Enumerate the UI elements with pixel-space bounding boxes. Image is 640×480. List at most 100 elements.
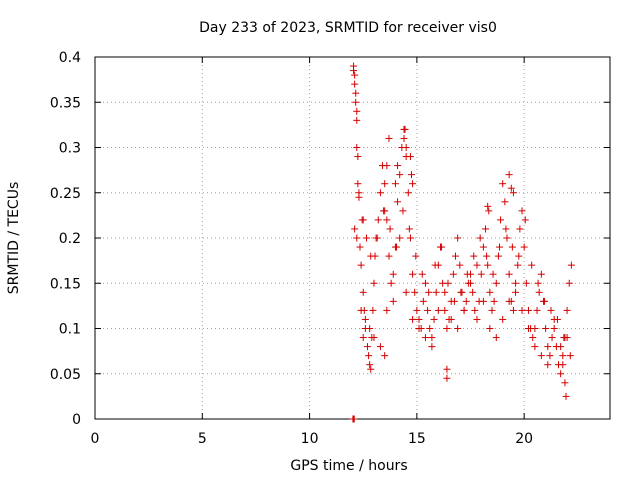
data-point [494, 252, 502, 260]
data-point [518, 306, 526, 314]
data-point [499, 180, 507, 188]
data-point [535, 288, 543, 296]
data-point [473, 315, 481, 323]
data-point [357, 306, 365, 314]
data-point [521, 216, 529, 224]
data-point [471, 306, 479, 314]
data-point [477, 270, 485, 278]
data-point [353, 116, 361, 124]
data-point [381, 207, 389, 215]
data-point [509, 306, 517, 314]
data-point [486, 325, 494, 332]
data-point [434, 306, 442, 314]
data-point [502, 225, 510, 233]
data-point [467, 279, 475, 287]
data-point [359, 288, 367, 296]
data-point [391, 180, 399, 188]
data-point [566, 352, 574, 360]
data-point [409, 315, 417, 323]
data-point [443, 374, 451, 382]
data-point [353, 234, 361, 242]
axis-ticks: 0 5 10 15 20 0 0.05 0.1 0.15 0.2 0.25 0.3 0.35 0.4 [50, 50, 610, 447]
data-point [499, 315, 507, 323]
data-point [396, 171, 404, 179]
data-point [383, 216, 391, 224]
data-point [441, 306, 449, 314]
data-point [355, 193, 363, 201]
x-tick-label: 15 [408, 431, 426, 447]
data-point [488, 306, 496, 314]
data-point [476, 234, 484, 242]
data-point [373, 234, 381, 242]
data-point [381, 352, 389, 360]
data-point [376, 343, 384, 351]
data-point [354, 180, 362, 188]
data-point [489, 270, 497, 278]
data-point [444, 279, 452, 287]
y-tick-label: 0.4 [59, 50, 81, 66]
data-point [381, 180, 389, 188]
data-point [361, 315, 369, 323]
y-tick-label: 0.1 [59, 322, 81, 338]
data-point [485, 207, 493, 215]
data-point [421, 334, 429, 342]
chart-title: Day 233 of 2023, SRMTID for receiver vis… [199, 20, 497, 36]
data-point [385, 252, 393, 260]
data-point [469, 288, 477, 296]
data-point [522, 279, 530, 287]
grid-lines [95, 57, 610, 419]
data-point [531, 325, 539, 332]
data-point [484, 261, 492, 269]
data-point [470, 252, 478, 260]
data-point [353, 144, 361, 151]
data-point [501, 198, 509, 206]
data-point [542, 325, 550, 332]
data-point [528, 261, 536, 269]
data-point [351, 80, 359, 88]
data-point [505, 270, 513, 278]
data-point [452, 252, 459, 260]
data-point [431, 261, 439, 269]
data-point [503, 234, 511, 242]
data-point [392, 243, 400, 251]
data-point [518, 207, 526, 215]
data-point [402, 288, 410, 296]
data-point [396, 234, 404, 242]
y-tick-label: 0.05 [50, 367, 81, 383]
data-point [460, 306, 468, 314]
data-point [497, 216, 505, 224]
data-point [357, 261, 365, 269]
data-point [512, 279, 520, 287]
data-point [383, 162, 391, 170]
data-point [352, 89, 360, 97]
data-point [354, 153, 362, 161]
data-points [349, 62, 575, 423]
data-point [547, 306, 555, 314]
data-point [473, 261, 481, 269]
data-point [353, 107, 361, 115]
data-point [541, 297, 549, 305]
data-point [508, 243, 516, 251]
data-point [447, 315, 455, 323]
data-point [507, 184, 515, 192]
data-point [567, 261, 575, 269]
data-point [546, 352, 554, 360]
data-point [515, 252, 523, 260]
data-point [544, 361, 552, 369]
data-point [443, 365, 451, 373]
y-axis-label: SRMTID / TECUs [6, 182, 22, 295]
data-point [495, 243, 503, 251]
data-point [557, 370, 565, 378]
data-point [505, 171, 513, 179]
data-point [529, 334, 537, 342]
data-point [406, 153, 414, 161]
data-point [385, 134, 393, 142]
data-point [415, 325, 423, 332]
y-tick-label: 0.35 [50, 95, 81, 111]
data-point [401, 125, 409, 133]
y-tick-label: 0.15 [50, 276, 81, 292]
data-point [389, 297, 397, 305]
data-point [351, 71, 359, 79]
data-point [563, 306, 571, 314]
data-point [454, 234, 462, 242]
